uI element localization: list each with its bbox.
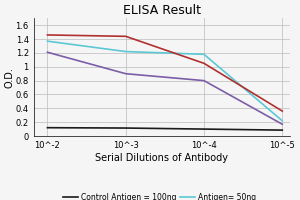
Antigen= 100ng <box>124 35 128 38</box>
X-axis label: Serial Dilutions of Antibody: Serial Dilutions of Antibody <box>95 153 228 163</box>
Line: Antigen= 100ng: Antigen= 100ng <box>47 35 282 111</box>
Line: Control Antigen = 100ng: Control Antigen = 100ng <box>47 128 282 130</box>
Antigen= 50ng <box>46 40 49 42</box>
Antigen= 10ng <box>46 51 49 53</box>
Antigen= 100ng <box>202 62 206 65</box>
Control Antigen = 100ng <box>46 126 49 129</box>
Control Antigen = 100ng <box>124 127 128 129</box>
Control Antigen = 100ng <box>202 128 206 130</box>
Title: ELISA Result: ELISA Result <box>123 4 201 17</box>
Antigen= 10ng <box>124 73 128 75</box>
Line: Antigen= 10ng: Antigen= 10ng <box>47 52 282 124</box>
Control Antigen = 100ng <box>280 129 284 131</box>
Legend: Control Antigen = 100ng, Antigen= 10ng, Antigen= 50ng, Antigen= 100ng: Control Antigen = 100ng, Antigen= 10ng, … <box>63 193 260 200</box>
Y-axis label: O.D.: O.D. <box>4 67 14 88</box>
Antigen= 10ng <box>280 123 284 125</box>
Line: Antigen= 50ng: Antigen= 50ng <box>47 41 282 121</box>
Antigen= 50ng <box>280 120 284 122</box>
Antigen= 50ng <box>202 53 206 56</box>
Antigen= 100ng <box>280 110 284 112</box>
Antigen= 10ng <box>202 79 206 82</box>
Antigen= 100ng <box>46 34 49 36</box>
Antigen= 50ng <box>124 50 128 53</box>
